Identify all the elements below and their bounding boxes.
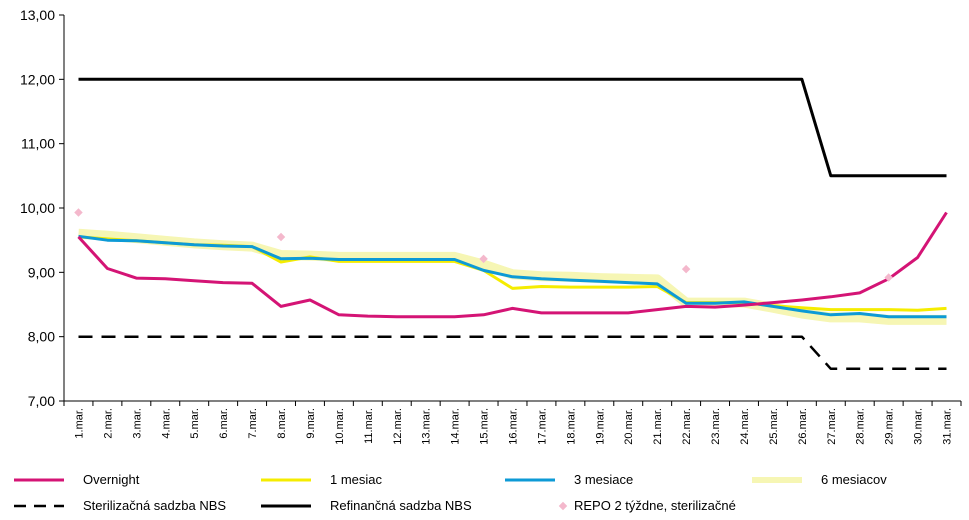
x-tick-label: 15.mar.	[479, 408, 491, 445]
y-tick-label: 11,00	[21, 136, 55, 152]
legend-label: Overnight	[83, 472, 140, 487]
x-tick-label: 26.mar.	[797, 408, 809, 445]
x-tick-label: 21.mar.	[652, 408, 664, 445]
y-tick-label: 9,00	[28, 264, 55, 280]
x-tick-label: 29.mar.	[884, 408, 896, 445]
y-tick-label: 7,00	[28, 393, 55, 409]
x-tick-label: 10.mar.	[334, 408, 346, 445]
x-tick-label: 23.mar.	[710, 408, 722, 445]
legend-item-6-mesiacov: 6 mesiacov	[752, 472, 887, 487]
legend-label: REPO 2 týždne, sterilizačné	[574, 498, 736, 513]
y-tick-label: 13,00	[20, 7, 55, 23]
x-tick-label: 28.mar.	[855, 408, 867, 445]
x-tick-label: 22.mar.	[681, 408, 693, 445]
legend: Overnight 1 mesiac 3 mesiace 6 mesiacov Ster…	[14, 472, 887, 513]
x-tick-label: 13.mar.	[421, 408, 433, 445]
x-tick-label: 3.mar.	[131, 408, 143, 439]
x-tick-label: 16.mar.	[508, 408, 520, 445]
series-line-overnight	[77, 211, 948, 319]
legend-label: 3 mesiace	[574, 472, 633, 487]
x-tick-label: 11.mar.	[363, 408, 375, 444]
data-point-repo-2-tyzdne-sterilizacne	[276, 232, 286, 242]
legend-item-3-mesiace: 3 mesiace	[505, 472, 633, 487]
legend-item-overnight: Overnight	[14, 472, 140, 487]
x-tick-label: 6.mar.	[218, 408, 230, 439]
legend-label: Sterilizačná sadzba NBS	[83, 498, 226, 513]
x-tick-label: 30.mar.	[913, 408, 925, 445]
x-tick-label: 31.mar.	[942, 408, 954, 445]
legend-swatch	[558, 501, 568, 511]
x-tick-label: 2.mar.	[102, 408, 114, 439]
y-tick-label: 12,00	[20, 71, 55, 87]
series-line-sterilizacna-sadzba-nbs	[78, 335, 947, 371]
legend-label: 6 mesiacov	[821, 472, 887, 487]
x-tick-label: 24.mar.	[739, 408, 751, 445]
series-layer	[74, 77, 948, 371]
legend-item-1-mesiac: 1 mesiac	[261, 472, 383, 487]
series-line-refinancna-sadzba-nbs	[78, 77, 947, 178]
data-point-repo-2-tyzdne-sterilizacne	[681, 264, 691, 274]
legend-item-repo-2-tyzdne-sterilizacne: REPO 2 týždne, sterilizačné	[558, 498, 736, 513]
data-point-repo-2-tyzdne-sterilizacne	[884, 273, 893, 282]
legend-label: 1 mesiac	[330, 472, 383, 487]
legend-label: Refinančná sadzba NBS	[330, 498, 472, 513]
axes: 7,00 8,00 9,00 10,00 11,00 12,00 13,00 1.mar. 2.…	[20, 7, 962, 445]
y-tick-label: 8,00	[28, 329, 55, 345]
x-tick-label: 1.mar.	[73, 408, 85, 439]
data-point-repo-2-tyzdne-sterilizacne	[74, 208, 83, 217]
x-tick-label: 12.mar.	[392, 408, 404, 445]
x-tick-label: 9.mar.	[305, 408, 317, 439]
x-tick-label: 25.mar.	[768, 408, 780, 445]
legend-item-sterilizacna-sadzba-nbs: Sterilizačná sadzba NBS	[14, 498, 226, 513]
x-tick-label: 19.mar.	[594, 408, 606, 445]
legend-item-refinancna-sadzba-nbs: Refinančná sadzba NBS	[261, 498, 472, 513]
x-tick-label: 18.mar.	[565, 408, 577, 445]
x-tick-label: 17.mar.	[536, 408, 548, 445]
data-point-repo-2-tyzdne-sterilizacne	[479, 254, 488, 264]
x-tick-label: 14.mar.	[450, 408, 462, 445]
series-line-3-mesiace	[78, 234, 947, 319]
x-tick-label: 5.mar.	[189, 408, 201, 439]
y-tick-label: 10,00	[20, 200, 55, 216]
x-tick-label: 20.mar.	[623, 408, 635, 445]
x-tick-label: 7.mar.	[247, 408, 259, 439]
x-tick-label: 4.mar.	[160, 408, 172, 439]
x-tick-label: 27.mar.	[826, 408, 838, 445]
series-repo-2-tyzdne-sterilizacne	[74, 208, 893, 282]
x-tick-label: 8.mar.	[276, 408, 288, 439]
